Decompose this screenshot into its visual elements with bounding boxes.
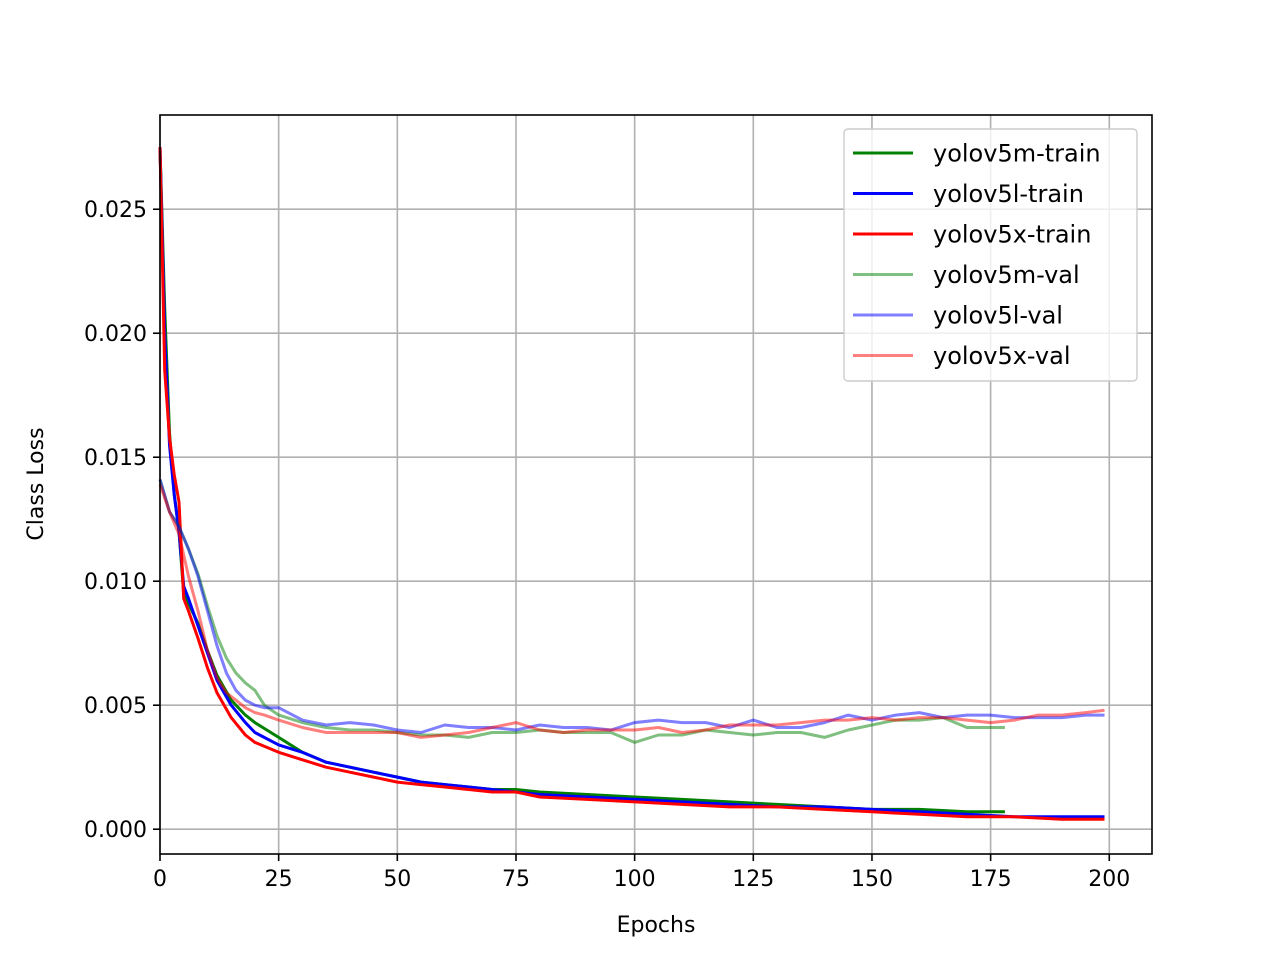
series-line-yolov5l-val xyxy=(158,479,1105,734)
y-tick-label: 0.010 xyxy=(84,570,147,595)
x-tick-label: 125 xyxy=(732,867,774,892)
y-tick-label: 0.015 xyxy=(84,446,147,471)
y-axis: 0.000 0.005 0.010 0.015 0.020 0.025 xyxy=(84,198,160,843)
y-tick-label: 0.000 xyxy=(84,818,147,843)
x-tick-label: 50 xyxy=(383,867,411,892)
legend-label-yolov5x-val: yolov5x-val xyxy=(933,342,1071,370)
legend-label-yolov5x-train: yolov5x-train xyxy=(933,221,1091,249)
x-tick-label: 150 xyxy=(851,867,893,892)
y-tick-label: 0.020 xyxy=(84,322,147,347)
legend: yolov5m-train yolov5l-train yolov5x-train y… xyxy=(843,128,1138,382)
series-line-yolov5x-val xyxy=(158,484,1105,739)
legend-label-yolov5l-val: yolov5l-val xyxy=(933,302,1063,330)
legend-label-yolov5m-val: yolov5m-val xyxy=(933,261,1080,289)
plot-frame xyxy=(159,114,1153,855)
series-line-yolov5m-val xyxy=(158,479,1005,744)
series-line-yolov5x-train xyxy=(158,147,1105,821)
legend-box xyxy=(843,128,1138,382)
x-tick-label: 175 xyxy=(970,867,1012,892)
series-lines xyxy=(158,147,1105,821)
x-tick-label: 75 xyxy=(502,867,530,892)
x-tick-label: 100 xyxy=(614,867,656,892)
x-axis-title: Epochs xyxy=(617,913,696,938)
series-line-yolov5l-train xyxy=(158,147,1105,819)
x-tick-label: 0 xyxy=(153,867,167,892)
y-tick-label: 0.005 xyxy=(84,694,147,719)
x-tick-label: 25 xyxy=(265,867,293,892)
x-tick-label: 200 xyxy=(1088,867,1130,892)
legend-label-yolov5l-train: yolov5l-train xyxy=(933,180,1084,208)
legend-label-yolov5m-train: yolov5m-train xyxy=(933,140,1101,168)
y-axis-title: Class Loss xyxy=(24,427,49,540)
x-axis: 0 25 50 75 100 125 150 175 200 xyxy=(153,854,1130,892)
y-tick-label: 0.025 xyxy=(84,198,147,223)
